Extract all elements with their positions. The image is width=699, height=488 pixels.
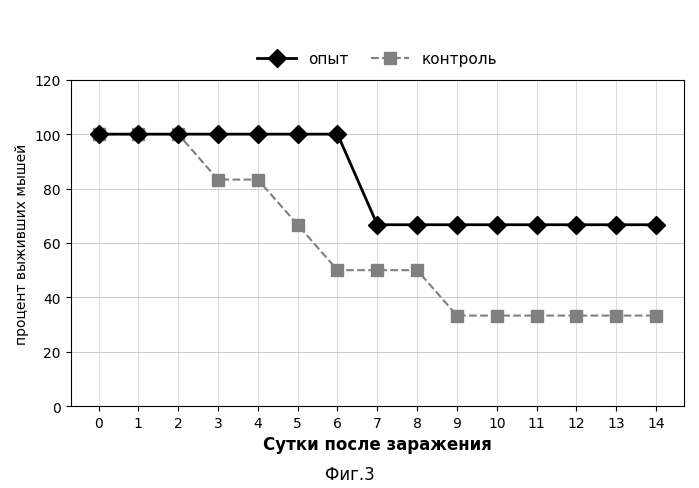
опыт <box>294 132 302 138</box>
контроль <box>493 313 501 319</box>
контроль <box>214 177 222 183</box>
контроль <box>294 223 302 228</box>
опыт <box>373 223 382 228</box>
опыт <box>572 223 581 228</box>
контроль <box>413 268 421 274</box>
опыт <box>652 223 661 228</box>
опыт <box>254 132 262 138</box>
опыт <box>533 223 541 228</box>
контроль <box>373 268 382 274</box>
опыт <box>453 223 461 228</box>
контроль <box>572 313 581 319</box>
контроль <box>94 132 103 138</box>
опыт <box>493 223 501 228</box>
Text: Фиг.3: Фиг.3 <box>324 465 375 483</box>
X-axis label: Сутки после заражения: Сутки после заражения <box>263 436 492 453</box>
опыт <box>413 223 421 228</box>
опыт <box>612 223 621 228</box>
контроль <box>453 313 461 319</box>
контроль <box>254 177 262 183</box>
контроль <box>174 132 182 138</box>
опыт <box>174 132 182 138</box>
опыт <box>94 132 103 138</box>
Line: опыт: опыт <box>92 129 663 231</box>
Line: контроль: контроль <box>93 129 662 322</box>
контроль <box>652 313 661 319</box>
опыт <box>214 132 222 138</box>
контроль <box>134 132 143 138</box>
опыт <box>134 132 143 138</box>
контроль <box>333 268 342 274</box>
опыт <box>333 132 342 138</box>
Y-axis label: процент выживших мышей: процент выживших мышей <box>15 143 29 344</box>
контроль <box>612 313 621 319</box>
Legend: опыт, контроль: опыт, контроль <box>252 46 503 73</box>
контроль <box>533 313 541 319</box>
